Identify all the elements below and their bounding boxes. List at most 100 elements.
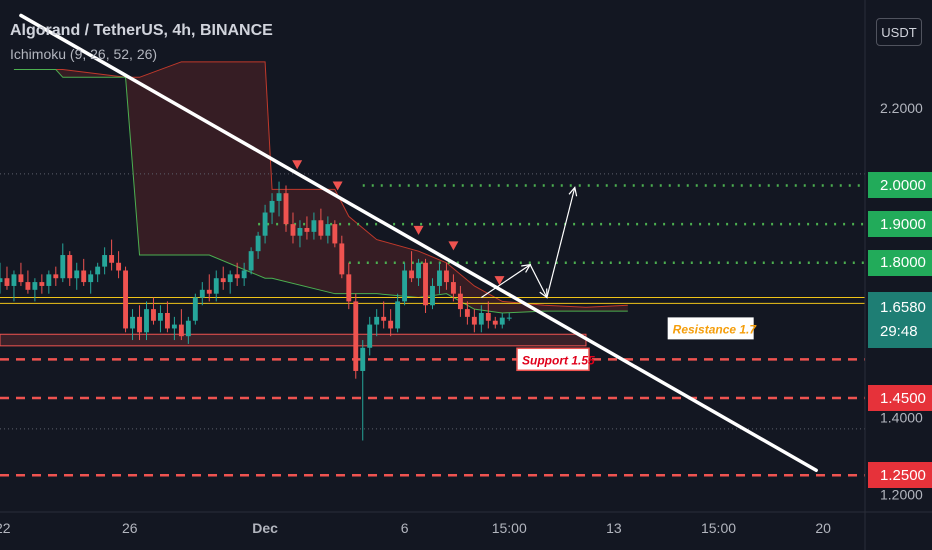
- y-tick-label: 1.2000: [880, 487, 923, 503]
- arrows-layer: [480, 186, 578, 299]
- price-tag: 1.8000: [868, 249, 932, 276]
- support-zone-layer: [0, 333, 587, 347]
- candle-body: [499, 317, 505, 325]
- candle-body: [485, 312, 491, 321]
- current-price-tag: 1.6580 29:48: [868, 292, 932, 348]
- projection-arrow: [529, 264, 548, 298]
- candle-body: [304, 227, 310, 232]
- candle-body: [409, 270, 415, 279]
- candle-body: [402, 270, 408, 302]
- price-tag: 1.2500: [868, 462, 932, 489]
- candle-body: [199, 289, 205, 298]
- candle-body: [339, 243, 345, 275]
- candle-body: [18, 274, 24, 283]
- candle-body: [171, 324, 177, 329]
- candle-body: [67, 255, 73, 279]
- candle-body: [388, 320, 394, 329]
- candle-body: [144, 309, 149, 333]
- candle-body: [262, 212, 268, 236]
- candle-body: [95, 266, 101, 275]
- price-tag: 2.0000: [868, 172, 932, 199]
- candle-body: [102, 255, 108, 267]
- candle-body: [318, 220, 324, 236]
- resistance-label: Resistance 1.7: [673, 322, 758, 336]
- down-marker: [332, 181, 343, 191]
- markers-layer: [292, 160, 505, 286]
- candle-body: [25, 282, 31, 290]
- candle-body: [395, 301, 401, 329]
- candle-body: [450, 282, 456, 294]
- candle-body: [213, 278, 219, 294]
- x-tick-label: 26: [122, 520, 138, 536]
- candle-body: [178, 324, 184, 337]
- arrow-head: [568, 186, 578, 197]
- candle-body: [206, 289, 212, 294]
- candle-body: [4, 278, 10, 286]
- candle-body: [325, 224, 331, 236]
- chart-title: Algorand / TetherUS, 4h, BINANCE: [10, 22, 273, 39]
- price-tag: 1.4500: [868, 385, 932, 411]
- trendline-layer[interactable]: [19, 13, 818, 473]
- candle-body: [137, 316, 142, 333]
- x-tick-label: 6: [401, 520, 409, 536]
- candle-body: [346, 274, 352, 302]
- down-marker: [292, 160, 303, 170]
- down-marker: [494, 276, 505, 286]
- candle-body: [444, 270, 449, 283]
- candle-body: [88, 274, 94, 283]
- candle-body: [241, 270, 247, 279]
- candle-body: [46, 274, 52, 286]
- candle-body: [464, 309, 470, 317]
- x-tick-label: 13: [606, 520, 622, 536]
- candle-body: [109, 255, 115, 263]
- projection-arrow: [546, 187, 576, 298]
- resistance-label-box: [667, 317, 754, 340]
- candle-body: [151, 309, 156, 321]
- candle-body: [39, 282, 45, 286]
- support-label-box: [516, 347, 590, 372]
- candle-body: [164, 312, 170, 329]
- y-tick-label: 1.4000: [880, 409, 923, 425]
- currency-button[interactable]: USDT: [876, 18, 922, 46]
- candle-body: [430, 285, 435, 306]
- projection-arrow: [480, 264, 531, 299]
- candle-body: [60, 255, 66, 279]
- candle-body: [81, 270, 87, 283]
- candle-body: [423, 262, 428, 306]
- candle-body: [457, 293, 463, 310]
- candle-body: [297, 227, 303, 236]
- candle-body: [130, 316, 135, 329]
- annotations-layer: Support 1.55 Resistance 1.7: [516, 317, 758, 372]
- candle-body: [234, 274, 240, 279]
- candle-body: [367, 324, 373, 348]
- candle-body: [227, 274, 233, 283]
- candle-body: [492, 320, 498, 325]
- candle-body: [11, 274, 17, 286]
- candle-body: [0, 278, 3, 283]
- x-tick-label: Dec: [252, 520, 278, 536]
- candle-body: [158, 312, 163, 321]
- candle-body: [276, 193, 282, 201]
- x-tick-label: 20: [815, 520, 831, 536]
- candle-body: [220, 278, 226, 283]
- candle-body: [192, 297, 198, 321]
- candle-body: [255, 235, 261, 252]
- down-marker: [413, 225, 424, 235]
- candle-body: [416, 262, 421, 279]
- candle-body: [332, 224, 338, 244]
- indicator-label[interactable]: Ichimoku (9, 26, 52, 26): [10, 46, 158, 62]
- candle-body: [248, 251, 254, 271]
- candle-body: [506, 317, 512, 319]
- candle-body: [478, 312, 484, 325]
- candle-body: [471, 316, 477, 325]
- candles-layer: [0, 181, 512, 441]
- cloud-fill: [13, 61, 628, 313]
- support-zone: [0, 333, 587, 347]
- x-tick-label: 22: [0, 520, 11, 536]
- candle-body: [32, 282, 38, 290]
- chart-title-block: Algorand / TetherUS, 4h, BINANCE Ichimok…: [10, 22, 273, 62]
- x-tick-label: 15:00: [492, 520, 527, 536]
- candle-body: [290, 224, 296, 236]
